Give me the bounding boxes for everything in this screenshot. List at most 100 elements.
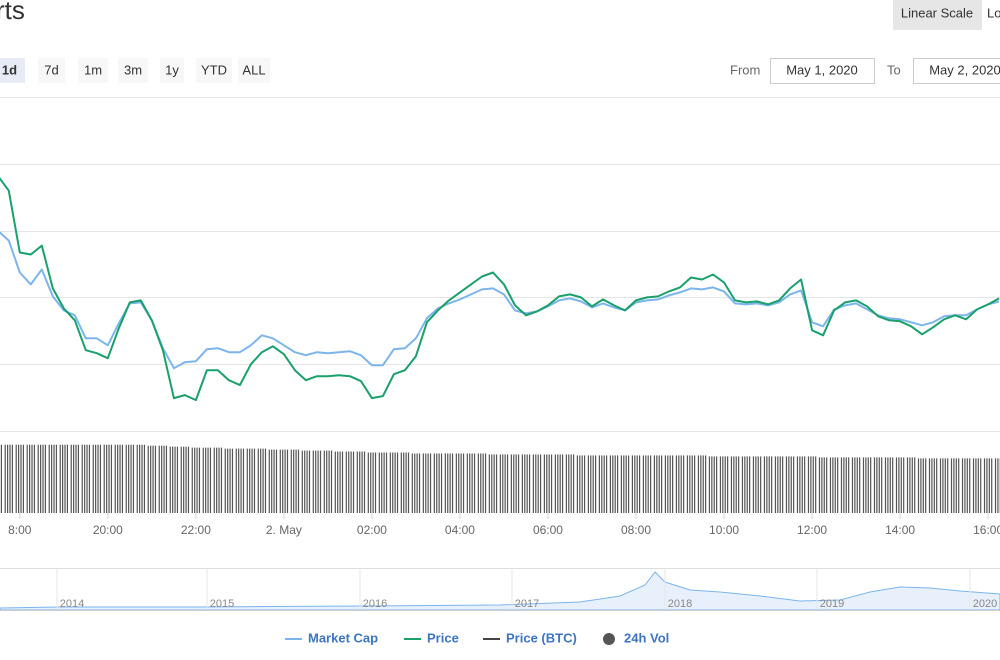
volume-bar — [661, 455, 663, 513]
volume-bar — [543, 454, 545, 513]
volume-bar — [986, 458, 988, 513]
navigator-label: 2018 — [668, 598, 692, 610]
volume-bar — [359, 451, 361, 513]
zoom-button-label[interactable]: 1y — [165, 62, 179, 77]
legend-label[interactable]: Price — [427, 630, 459, 645]
volume-bar — [216, 447, 218, 513]
volume-bar — [942, 458, 944, 513]
volume-bar — [361, 451, 363, 513]
volume-bar — [900, 457, 902, 513]
zoom-button-label[interactable]: 3m — [124, 62, 142, 77]
volume-bar — [818, 457, 821, 513]
volume-bar — [914, 457, 916, 513]
zoom-button-label[interactable]: 7d — [44, 62, 58, 77]
volume-bar — [634, 455, 636, 513]
volume-bar — [73, 444, 75, 513]
from-date[interactable]: May 1, 2020 — [786, 62, 858, 77]
volume-bar — [535, 454, 537, 513]
from-input[interactable] — [770, 58, 875, 84]
line-series — [0, 177, 1000, 402]
volume-bar — [103, 444, 105, 513]
volume-bar — [697, 455, 700, 513]
volume-bar — [405, 452, 407, 513]
volume-bar — [64, 444, 66, 513]
zoom-button[interactable] — [160, 58, 184, 83]
volume-bar — [330, 450, 333, 513]
volume-bar — [572, 454, 575, 513]
volume-bar — [348, 451, 350, 513]
volume-bar — [683, 455, 685, 513]
volume-bar — [194, 447, 196, 513]
volume-bar — [889, 457, 891, 513]
volume-bar — [383, 452, 385, 513]
volume-bar — [592, 455, 594, 513]
zoom-button-label[interactable]: 1d — [2, 62, 17, 77]
navigator-label: 2017 — [515, 598, 539, 610]
zoom-button[interactable] — [196, 58, 232, 83]
zoom-button-label[interactable]: YTD — [201, 62, 227, 77]
x-tick-label: 16:00 — [973, 523, 1000, 537]
legend-symbol[interactable] — [603, 633, 615, 645]
volume-bar — [297, 449, 300, 513]
navigator-label: 2016 — [363, 598, 387, 610]
volume-bar — [488, 454, 490, 513]
volume-bar — [878, 457, 880, 513]
volume-bar — [220, 447, 223, 513]
volume-bar — [392, 452, 394, 513]
volume-bar — [141, 444, 143, 513]
x-tick-label: 04:00 — [445, 523, 475, 537]
volume-bar — [807, 456, 810, 513]
navigator-label: 2014 — [60, 598, 84, 610]
volume-bar — [484, 453, 487, 513]
volume-bar — [528, 454, 531, 513]
x-tick-label: 12:00 — [797, 523, 827, 537]
x-tick-label: 10:00 — [709, 523, 739, 537]
volume-bar — [246, 448, 248, 513]
volume-bar — [480, 453, 482, 513]
volume-bar — [669, 455, 671, 513]
volume-bar — [689, 455, 691, 513]
x-tick-label: 8:00 — [8, 523, 32, 537]
to-date[interactable]: May 2, 2020 — [929, 62, 1000, 77]
to-input[interactable] — [913, 58, 1000, 84]
legend-label[interactable]: Price (BTC) — [506, 630, 577, 645]
volume-bar — [590, 455, 592, 513]
volume-bar — [546, 454, 548, 513]
volume-bar — [752, 456, 755, 513]
scale-button[interactable] — [893, 0, 982, 30]
volume-bar — [363, 451, 366, 513]
volume-bar — [9, 444, 11, 513]
scale-button-label[interactable]: Lo — [987, 5, 1000, 20]
volume-bar — [738, 456, 740, 513]
volume-bar — [249, 448, 251, 513]
zoom-button[interactable] — [0, 58, 25, 83]
zoom-button[interactable] — [238, 58, 270, 83]
volume-bar — [15, 444, 17, 513]
volume-bar — [782, 456, 784, 513]
volume-bar — [37, 444, 39, 513]
x-tick-label: 06:00 — [533, 523, 563, 537]
volume-bar — [308, 450, 311, 513]
zoom-button[interactable] — [118, 58, 148, 83]
volume-bar — [473, 453, 476, 513]
scale-button-label[interactable]: Linear Scale — [901, 5, 973, 20]
volume-bar — [304, 450, 306, 513]
zoom-button-label[interactable]: ALL — [242, 62, 265, 77]
zoom-button[interactable] — [78, 58, 108, 83]
volume-bar — [656, 455, 658, 513]
volume-bar — [271, 449, 273, 513]
volume-bar — [293, 449, 295, 513]
zoom-button-label[interactable]: 1m — [84, 62, 102, 77]
volume-bar — [944, 458, 946, 513]
volume-bar — [264, 448, 267, 513]
zoom-button[interactable] — [38, 58, 65, 83]
volume-bar — [856, 457, 858, 513]
volume-bar — [997, 458, 999, 513]
volume-bar — [650, 455, 652, 513]
volume-bar — [396, 452, 399, 513]
legend-label[interactable]: Market Cap — [308, 630, 378, 645]
volume-bar — [180, 446, 182, 513]
volume-bar — [719, 456, 722, 513]
volume-bar — [964, 458, 966, 513]
legend-label[interactable]: 24h Vol — [624, 630, 669, 645]
